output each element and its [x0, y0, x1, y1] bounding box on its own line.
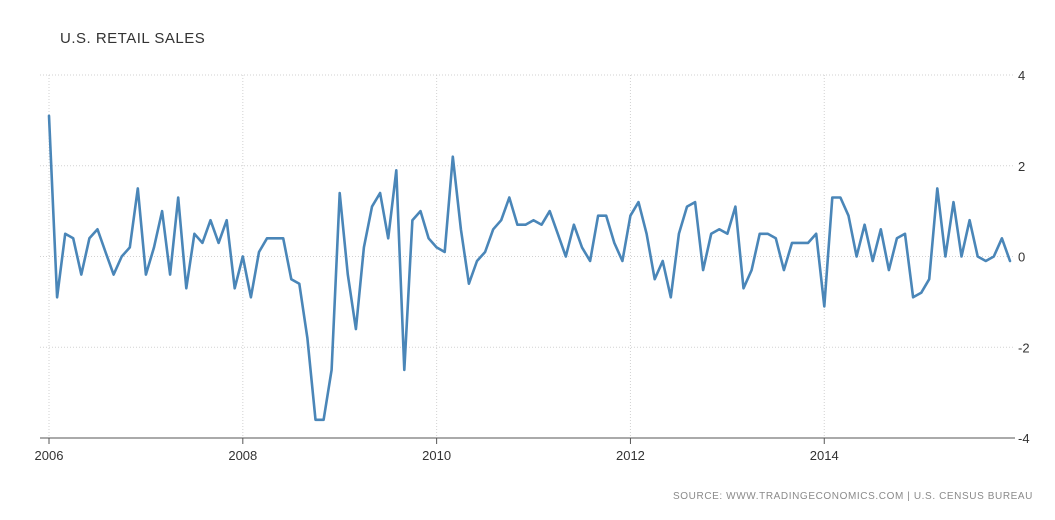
x-tick-label: 2012: [616, 448, 645, 463]
source-attribution: SOURCE: WWW.TRADINGECONOMICS.COM | U.S. …: [673, 491, 1033, 502]
x-tick-label: 2010: [422, 448, 451, 463]
x-tick-label: 2014: [810, 448, 839, 463]
x-tick-label: 2008: [228, 448, 257, 463]
chart-title: U.S. RETAIL SALES: [60, 30, 206, 47]
series-line: [47, 114, 1012, 422]
y-tick-label: -4: [1018, 431, 1030, 446]
y-tick-label: 4: [1018, 68, 1025, 83]
y-tick-label: 0: [1018, 250, 1025, 265]
y-tick-label: 2: [1018, 159, 1025, 174]
y-tick-label: -2: [1018, 340, 1030, 355]
x-tick-label: 2006: [35, 448, 64, 463]
